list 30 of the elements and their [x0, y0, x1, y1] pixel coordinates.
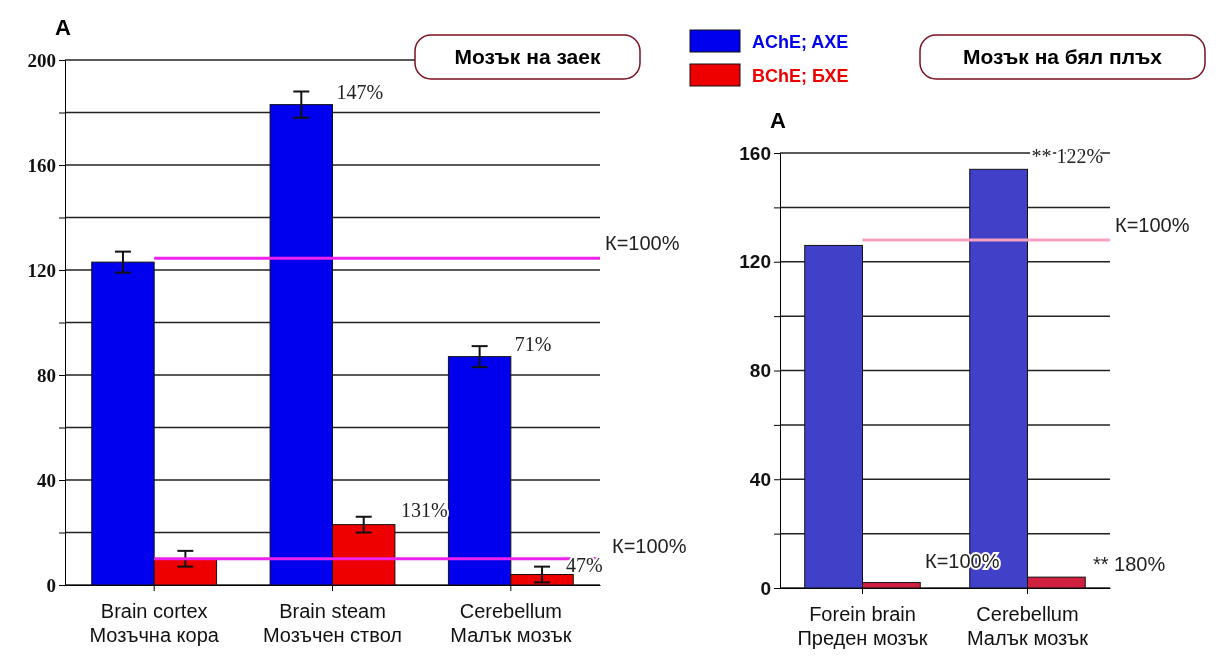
annotation: 71% — [514, 332, 552, 355]
annotation: 47% — [566, 554, 603, 576]
y-tick-label: 40 — [749, 468, 771, 490]
y-tick-label: 40 — [37, 469, 56, 491]
text: К=100% — [612, 535, 687, 557]
x-tick-label: Brain steam Мозъчен ствол — [262, 600, 403, 646]
x-tick-label: Cerebellum Малък мозък — [450, 600, 572, 646]
y-tick-label: 120 — [739, 251, 771, 273]
y-tick-label: 0 — [46, 574, 56, 596]
text: К=100% — [605, 232, 680, 254]
x-tick-label: Forein brain Преден мозък — [797, 603, 928, 649]
y-tick-label: 160 — [739, 142, 771, 164]
chart-subtitle: Мозък на бял плъх — [963, 45, 1163, 68]
chart-subtitle: Мозък на заек — [454, 45, 601, 68]
text: К=100% — [1115, 214, 1190, 236]
chart-title: A — [55, 15, 71, 40]
y-tick-label: 200 — [27, 49, 56, 71]
y-tick-label: 80 — [37, 364, 56, 386]
x-tick-label: Brain cortex Мозъчна кора — [89, 600, 220, 646]
legend-label: AChE; AXE — [752, 32, 849, 52]
annotation: 131% — [401, 499, 448, 521]
y-tick-label: 120 — [27, 259, 56, 281]
y-tick-label: 80 — [749, 360, 771, 382]
annotation: ** 180% — [1093, 553, 1166, 575]
chart-title: A — [770, 108, 786, 133]
y-tick-label: 0 — [760, 577, 771, 599]
legend-label: BChE; БХЕ — [752, 66, 849, 86]
annotation: 147% — [336, 80, 384, 103]
y-tick-label: 160 — [27, 154, 56, 176]
x-tick-label: Cerebellum Малък мозък — [966, 603, 1089, 649]
